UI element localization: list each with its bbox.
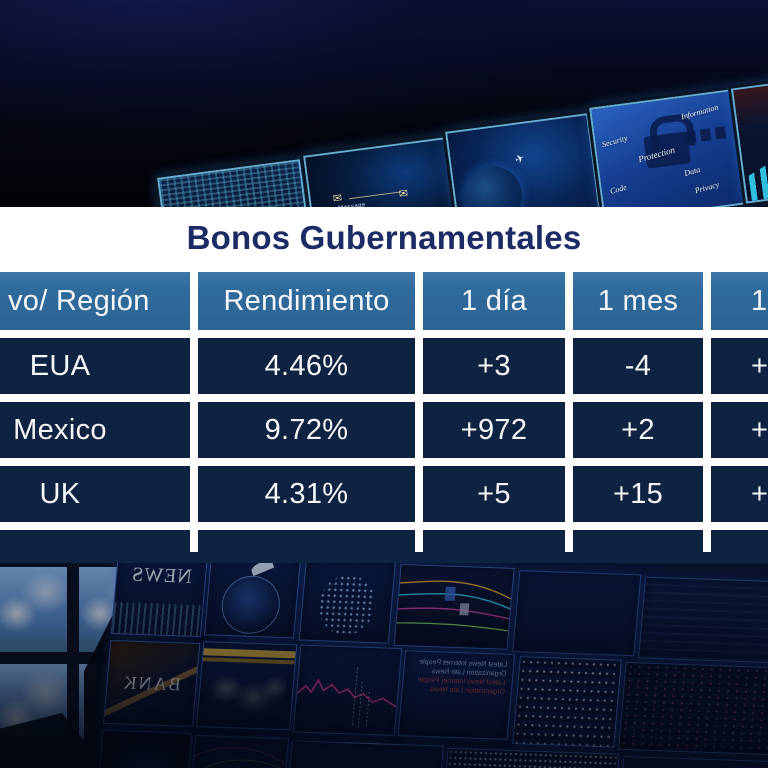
cell-region: Mexico bbox=[0, 402, 190, 458]
information-word: Information bbox=[680, 102, 720, 122]
cell-1dia: +972 bbox=[423, 402, 565, 458]
security-word: Security bbox=[600, 133, 629, 150]
globe-icon bbox=[460, 162, 526, 207]
cell-rendimiento: 9.72% bbox=[198, 402, 415, 458]
cell-1dia: +3 bbox=[423, 338, 565, 394]
cell-rendimiento: 4.31% bbox=[198, 466, 415, 522]
cell-1mes: +15 bbox=[573, 466, 703, 522]
cell-last: + bbox=[711, 338, 768, 394]
news-globe-screen: ✈ NEWS bbox=[441, 109, 607, 207]
data-word: Data bbox=[683, 164, 702, 178]
cell-1mes: +2 bbox=[573, 402, 703, 458]
column-header-region: vo/ Región bbox=[0, 272, 190, 330]
column-header-rendimiento: Rendimiento bbox=[198, 272, 415, 330]
bond-table: vo/ Región Rendimiento 1 día 1 mes 1 EUA… bbox=[0, 272, 768, 563]
cell-last: + bbox=[711, 402, 768, 458]
envelope-icon: ✉ bbox=[398, 187, 409, 201]
cell-1dia: +5 bbox=[423, 466, 565, 522]
message-screen-content: ✉ ✉ Message bbox=[305, 139, 459, 207]
matrix-screen-content bbox=[159, 161, 313, 207]
cell-last: + bbox=[711, 466, 768, 522]
cell-region: UK bbox=[0, 466, 190, 522]
connector-line bbox=[348, 191, 401, 200]
bottom-background-image: NEWS NSS bbox=[0, 563, 768, 768]
table-bottom-crop-strip bbox=[0, 552, 768, 563]
column-header-1dia: 1 día bbox=[423, 272, 565, 330]
cell-rendimiento: 4.46% bbox=[198, 338, 415, 394]
code-word: Code bbox=[609, 182, 628, 196]
security-screen: Security Protection Code Data Privacy In… bbox=[585, 85, 751, 207]
page-title: Bonos Gubernamentales bbox=[186, 219, 582, 256]
security-screen-content: Security Protection Code Data Privacy In… bbox=[591, 91, 745, 207]
top-background-image: ✉ ✉ Message ✈ NEWS Security Protection C… bbox=[0, 0, 768, 207]
plane-icon: ✈ bbox=[513, 151, 527, 167]
table-band: Bonos Gubernamentales vo/ Región Rendimi… bbox=[0, 207, 768, 563]
cell-region: EUA bbox=[0, 338, 190, 394]
cell-1mes: -4 bbox=[573, 338, 703, 394]
news-globe-content: ✈ NEWS bbox=[447, 115, 601, 207]
privacy-word: Privacy bbox=[693, 180, 721, 196]
column-header-1mes: 1 mes bbox=[573, 272, 703, 330]
cyan-bars-icon bbox=[744, 136, 768, 201]
envelope-icon: ✉ bbox=[332, 192, 343, 206]
message-screen: ✉ ✉ Message bbox=[299, 133, 465, 207]
column-header-last: 1 bbox=[711, 272, 768, 330]
matrix-screen bbox=[153, 155, 319, 207]
dark-overlay bbox=[0, 563, 768, 768]
